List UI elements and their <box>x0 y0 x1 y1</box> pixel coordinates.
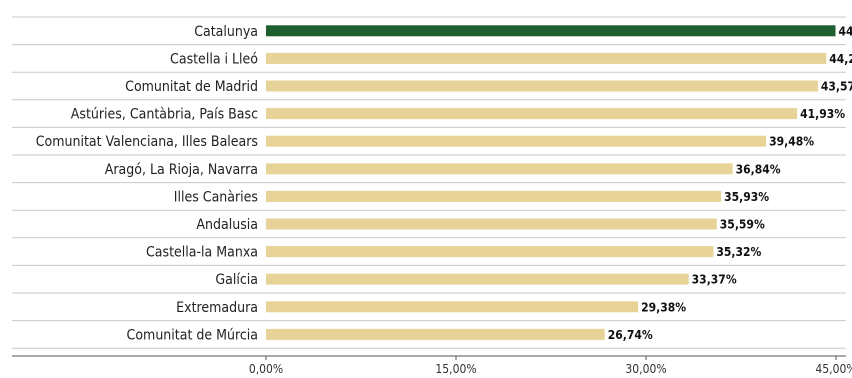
value-label: 39,48% <box>769 135 814 149</box>
category-label: Andalusia <box>196 217 258 233</box>
bar <box>266 52 827 64</box>
value-labels: 44,96% 44,23% 43,57% 41,93% 39,48% 36,84% 35,9… <box>608 24 852 342</box>
category-label: Castella i Lleó <box>170 51 258 67</box>
value-label: 43,57% <box>821 80 852 94</box>
value-label: 41,93% <box>800 107 845 121</box>
bar <box>266 190 722 202</box>
category-label: Extremadura <box>176 300 258 316</box>
bar <box>266 135 767 147</box>
x-tick-label: 45,00% <box>815 362 852 376</box>
x-tick-label: 15,00% <box>435 362 476 376</box>
bar <box>266 246 714 258</box>
x-axis-ticks: 0,00% 15,00% 30,00% 45,00% <box>249 356 852 376</box>
category-label: Catalunya <box>194 24 258 40</box>
category-label: Astúries, Cantàbria, País Basc <box>71 107 258 123</box>
value-label: 29,38% <box>641 300 686 314</box>
category-label: Comunitat de Madrid <box>125 79 258 95</box>
x-tick-label: 30,00% <box>625 362 666 376</box>
bar <box>266 163 733 175</box>
value-label: 36,84% <box>736 162 781 176</box>
value-label: 35,32% <box>716 245 761 259</box>
bar <box>266 273 689 285</box>
category-label: Comunitat de Múrcia <box>127 327 258 343</box>
category-label: Illes Canàries <box>174 189 258 205</box>
value-label: 35,59% <box>720 218 765 232</box>
value-label: 26,74% <box>608 328 653 342</box>
x-tick-label: 0,00% <box>249 362 283 376</box>
category-label: Aragó, La Rioja, Navarra <box>105 162 258 178</box>
bar <box>266 301 639 313</box>
bar <box>266 108 798 120</box>
bar <box>266 328 605 340</box>
bar <box>266 218 717 230</box>
category-label: Castella-la Manxa <box>146 245 258 261</box>
bar <box>266 25 836 37</box>
category-labels: Catalunya Castella i Lleó Comunitat de Mad… <box>36 24 259 344</box>
bars <box>266 25 836 340</box>
value-label: 44,96% <box>838 24 852 38</box>
value-label: 44,23% <box>829 52 852 66</box>
bar <box>266 80 818 92</box>
value-label: 33,37% <box>692 273 737 287</box>
row-separators <box>12 16 846 349</box>
category-label: Galícia <box>215 272 258 288</box>
category-label: Comunitat Valenciana, Illes Balears <box>36 134 258 150</box>
value-label: 35,93% <box>724 190 769 204</box>
